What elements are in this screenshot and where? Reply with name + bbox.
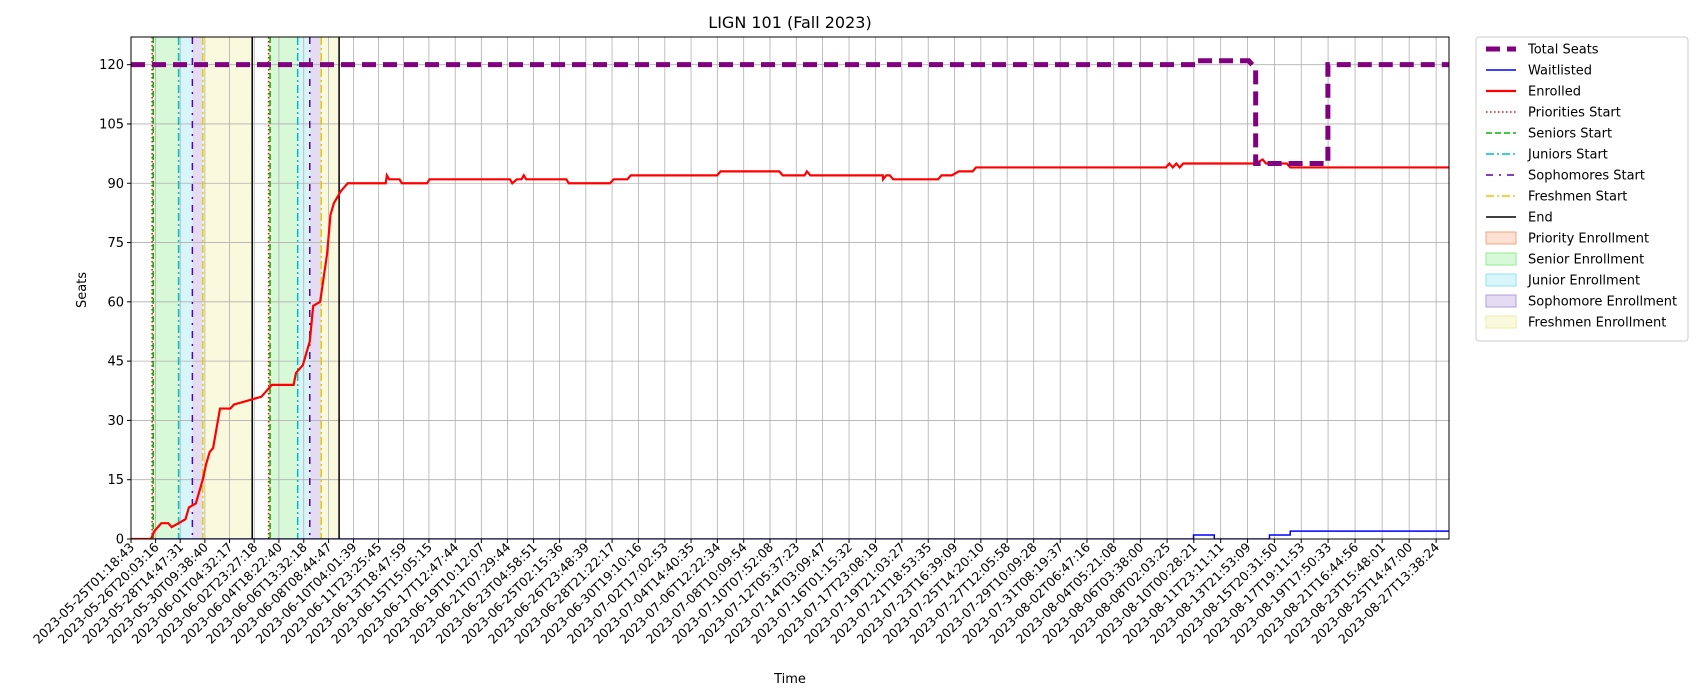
enrollment-span-4 (202, 37, 253, 539)
enrollment-periods (152, 37, 340, 539)
grid (130, 37, 1449, 540)
y-tick-label-2: 30 (107, 414, 124, 429)
x-axis-label: Time (773, 672, 806, 687)
legend-swatch-junior-enrollment (1485, 273, 1517, 287)
legend-label-total-seats: Total Seats (1527, 43, 1599, 58)
enrollment-span-3 (192, 37, 203, 539)
enrollment-span-0 (152, 37, 154, 539)
enrollment-span-1 (153, 37, 179, 539)
legend-label-freshmen-enrollment: Freshmen Enrollment (1528, 316, 1666, 331)
legend-label-sophomores-start: Sophomores Start (1528, 169, 1645, 184)
y-tick-label-8: 120 (99, 58, 124, 73)
y-tick-label-3: 45 (107, 355, 124, 370)
x-axis-ticks: 2023-05-25T01:18:432023-05-26T20:03:1620… (30, 539, 1442, 647)
legend-box (1475, 36, 1689, 342)
legend-swatch-freshmen-enrollment (1485, 315, 1517, 329)
series-total-seats (131, 58, 1449, 166)
enrollment-span-2 (178, 37, 193, 539)
plot-area-frame (130, 36, 1450, 540)
y-tick-label-0: 0 (116, 533, 124, 548)
legend-label-senior-enrollment: Senior Enrollment (1528, 253, 1644, 268)
legend-label-seniors-start: Seniors Start (1528, 127, 1612, 142)
y-tick-label-4: 60 (107, 295, 124, 310)
y-tick-label-6: 90 (107, 177, 124, 192)
y-tick-label-7: 105 (99, 117, 124, 132)
series-enrolled (131, 158, 1449, 539)
y-tick-label-1: 15 (107, 473, 124, 488)
legend-label-priorities-start: Priorities Start (1528, 106, 1621, 121)
legend-label-freshmen-start: Freshmen Start (1528, 190, 1627, 205)
y-axis-label: Seats (75, 272, 90, 308)
series-waitlisted (131, 530, 1449, 539)
legend-label-priority-enrollment: Priority Enrollment (1528, 232, 1649, 247)
legend-label-enrolled: Enrolled (1528, 85, 1581, 100)
phase-markers (151, 37, 340, 539)
legend-label-end: End (1528, 211, 1553, 226)
chart-title: LIGN 101 (Fall 2023) (708, 13, 871, 32)
legend: Total Seats Waitlisted Enrolled Priorities … (1475, 36, 1689, 342)
enrollment-span-8 (309, 37, 322, 539)
legend-swatch-senior-enrollment (1485, 252, 1517, 266)
enrollment-span-5 (268, 37, 271, 539)
legend-label-sophomore-enrollment: Sophomore Enrollment (1528, 295, 1677, 310)
y-tick-label-5: 75 (107, 236, 124, 251)
legend-swatch-priority-enrollment (1485, 231, 1517, 245)
legend-label-junior-enrollment: Junior Enrollment (1527, 274, 1640, 289)
legend-swatch-sophomore-enrollment (1485, 294, 1517, 308)
legend-label-waitlisted: Waitlisted (1528, 64, 1592, 79)
legend-label-juniors-start: Juniors Start (1527, 148, 1608, 163)
enrollment-span-6 (270, 37, 298, 539)
series-lines (131, 58, 1449, 539)
y-axis-ticks: 0 15 30 45 60 75 90 105 120 (99, 58, 131, 548)
enrollment-span-9 (321, 37, 340, 539)
